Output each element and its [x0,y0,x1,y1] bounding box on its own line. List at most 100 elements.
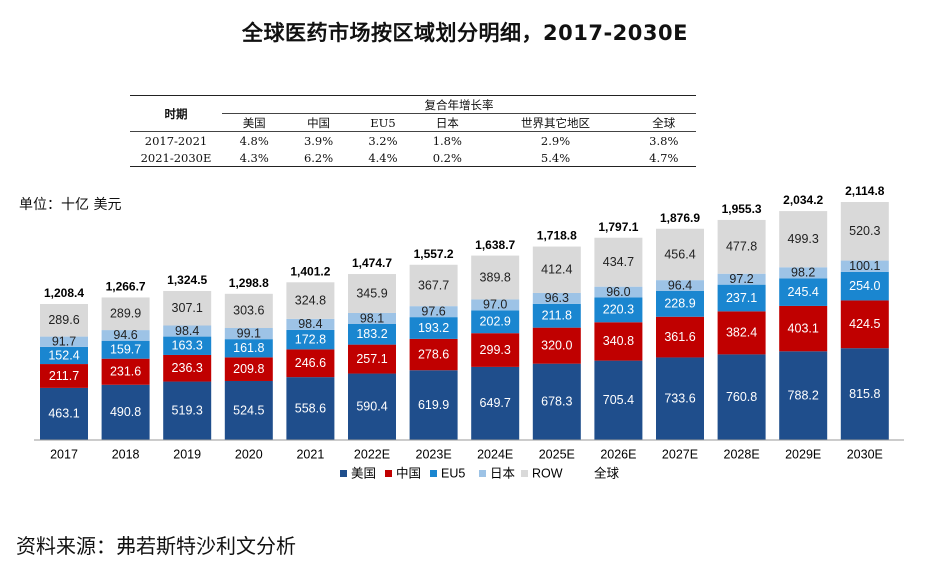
legend-swatch-china [385,470,392,477]
bar-segment-eu5 [286,329,335,350]
data-label-us: 490.8 [110,405,141,419]
data-label-row: 303.6 [233,304,264,318]
data-label-row: 289.6 [48,313,79,327]
data-label-row: 499.3 [788,232,819,246]
bar-segment-us [224,380,273,440]
data-label-japan: 98.4 [298,317,322,331]
legend-label-us: 美国 [351,466,376,480]
bar-segment-japan [471,299,520,311]
bar-segment-us [471,366,520,440]
cagr-group-header: 复合年增长率 [222,95,696,114]
total-label: 1,797.1 [598,220,638,234]
bar-segment-us [840,348,889,440]
cagr-col-eu5: EU5 [370,115,396,130]
data-label-japan: 100.1 [849,259,880,273]
bar-segment-china [409,338,458,371]
data-label-us: 678.3 [541,395,572,409]
bar-segment-row [779,211,828,268]
legend-label-japan: 日本 [490,466,516,480]
data-label-japan: 98.2 [791,266,815,280]
bar-segment-row [348,274,396,313]
bar-segment-row [532,246,581,293]
x-tick-label: 2030E [847,447,883,461]
x-tick-label: 2025E [539,447,575,461]
data-label-row: 520.3 [849,224,880,238]
data-label-us: 815.8 [849,387,880,401]
data-label-us: 705.4 [603,393,634,407]
cagr-value: 6.2% [303,150,334,165]
bar-segment-china [286,349,335,378]
bar-segment-japan [840,260,889,272]
bar-segment-us [779,351,828,440]
bar-segment-eu5 [840,271,889,301]
data-label-china: 211.7 [49,369,79,383]
data-label-china: 209.8 [233,362,264,376]
bar-segment-china [779,305,828,352]
x-tick-label: 2022E [354,447,390,461]
data-label-japan: 91.7 [52,335,76,349]
total-label: 2,034.2 [783,193,823,207]
total-label: 1,266.7 [106,280,146,294]
data-label-us: 558.6 [295,401,326,415]
data-label-eu5: 211.8 [542,309,572,323]
cagr-period-header: 时期 [164,106,188,121]
data-label-eu5: 254.0 [849,279,880,293]
data-label-eu5: 159.7 [110,343,141,357]
total-label: 1,208.4 [44,286,84,300]
data-label-china: 257.1 [356,352,387,366]
data-label-japan: 96.3 [545,291,569,305]
data-label-row: 477.8 [726,240,757,254]
bar-segment-japan [101,330,150,341]
x-tick-label: 2028E [724,447,760,461]
cagr-value: 4.4% [368,150,398,165]
bar-segment-row [40,303,88,337]
bar-segment-japan [532,292,581,304]
bar-segment-china [594,322,643,361]
cagr-value: 0.2% [432,150,462,165]
data-label-row: 324.8 [295,293,326,307]
bar-segment-row [163,290,212,326]
data-label-us: 733.6 [664,392,695,406]
total-label: 1,718.8 [537,229,577,243]
cagr-value: 5.4% [540,150,571,165]
bar-segment-china [532,327,581,364]
source-note: 资料来源：弗若斯特沙利文分析 [16,534,296,558]
data-label-us: 649.7 [480,396,511,410]
data-label-china: 340.8 [603,334,634,348]
bar-segment-eu5 [594,297,643,323]
bar-segment-china [471,333,520,367]
data-label-row: 456.4 [664,247,695,261]
bar-segment-us [40,387,88,440]
data-label-china: 382.4 [726,326,757,340]
x-tick-label: 2027E [662,447,698,461]
legend-label-row: ROW [532,466,563,480]
cagr-col-china: 中国 [307,115,331,130]
data-label-row: 289.9 [110,307,141,321]
cagr-value: 2.9% [540,133,571,148]
total-label: 1,474.7 [352,256,392,270]
bar-segment-row [286,282,335,319]
legend-swatch-japan [479,470,486,477]
bar-segment-us [409,370,458,440]
total-label: 1,638.7 [475,238,515,252]
bar-segment-row [717,219,766,274]
legend-label-eu5: EU5 [441,466,465,480]
bar-segment-japan [779,267,828,279]
x-tick-label: 2019 [173,447,201,461]
bar-segment-us [532,363,581,440]
data-label-us: 519.3 [172,404,203,418]
bar-segment-us [286,377,335,440]
data-label-japan: 94.6 [113,328,137,342]
data-label-us: 590.4 [356,400,387,414]
data-label-row: 345.9 [356,286,387,300]
legend-label-global: 全球 [594,465,620,480]
cagr-row: 2021-2030E 4.3% 6.2% 4.4% 0.2% 5.4% 4.7% [130,149,696,167]
cagr-col-row: 世界其它地区 [521,115,591,130]
bar-segment-japan [40,336,88,347]
legend-label-china: 中国 [396,465,421,480]
data-label-eu5: 163.3 [172,339,203,353]
cagr-period: 2017-2021 [144,133,208,148]
data-label-china: 299.3 [480,343,511,357]
bar-segment-row [224,293,273,328]
